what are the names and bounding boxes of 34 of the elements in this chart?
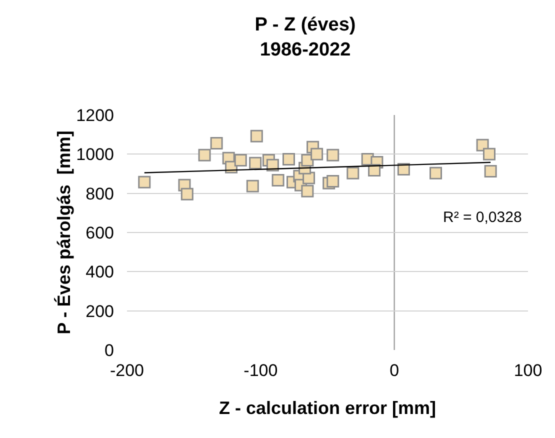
y-tick-label: 400 [86, 262, 114, 282]
x-tick-label: 100 [514, 361, 542, 380]
y-tick-label: 600 [86, 223, 114, 242]
y-axis-title: P - Éves párolgás [mm] [54, 130, 74, 334]
point [484, 164, 497, 178]
point [326, 148, 340, 162]
point [138, 176, 151, 188]
point [301, 184, 314, 198]
x-tick-label: 0 [390, 361, 400, 380]
point [326, 174, 340, 188]
x-axis-title: Z - calculation error [mm] [218, 398, 436, 418]
point [234, 154, 247, 166]
point [310, 148, 324, 160]
chart-title: P - Z (éves) 1986-2022 [254, 14, 356, 60]
x-tick-label: -100 [244, 361, 278, 380]
y-tick-label: 1200 [76, 106, 114, 125]
point [210, 136, 223, 150]
point [346, 166, 360, 180]
point [430, 166, 442, 180]
point [282, 153, 295, 166]
y-tick-label: 800 [86, 184, 114, 204]
point [249, 156, 262, 170]
y-tick-label: 200 [86, 302, 114, 321]
x-tick-label: -200 [110, 361, 144, 380]
point [397, 163, 410, 176]
point [246, 180, 259, 192]
point [198, 148, 211, 162]
point [272, 174, 284, 186]
point [250, 130, 263, 142]
y-tick-label: 0 [104, 340, 114, 360]
point [482, 148, 496, 160]
point [180, 188, 194, 200]
y-tick-label: 1000 [76, 145, 114, 164]
annotation: R² = 0,0328 [443, 209, 522, 226]
